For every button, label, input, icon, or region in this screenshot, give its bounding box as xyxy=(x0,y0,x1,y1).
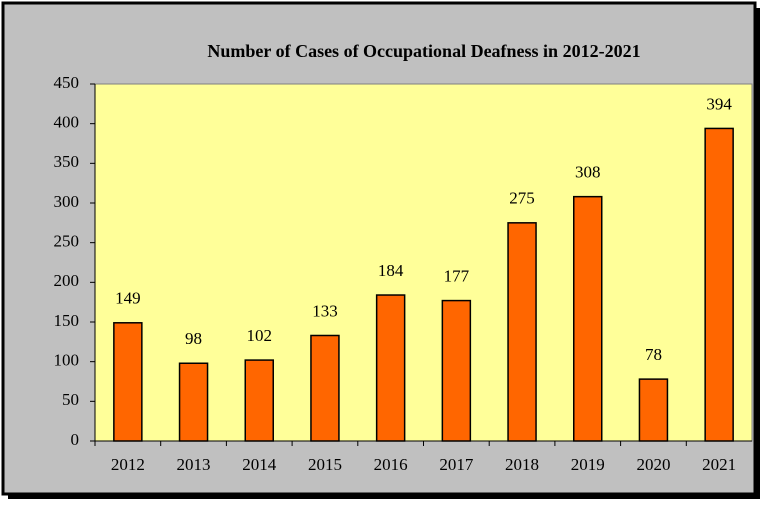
bar xyxy=(638,378,669,442)
y-tick-label: 200 xyxy=(54,271,80,290)
data-label: 133 xyxy=(312,301,338,320)
x-tick-label: 2017 xyxy=(439,455,474,474)
bar xyxy=(375,294,406,442)
bar xyxy=(244,359,274,442)
x-tick-label: 2020 xyxy=(636,455,670,474)
x-tick-label: 2016 xyxy=(374,455,408,474)
bar xyxy=(573,195,603,442)
x-tick-label: 2013 xyxy=(177,455,211,474)
y-tick-label: 50 xyxy=(62,390,79,409)
bar xyxy=(441,299,472,442)
y-tick-label: 0 xyxy=(71,430,80,449)
data-label: 184 xyxy=(378,261,404,280)
y-tick-label: 400 xyxy=(54,113,80,132)
data-label: 308 xyxy=(575,163,601,182)
x-tick-label: 2018 xyxy=(505,455,539,474)
data-label: 102 xyxy=(247,326,273,345)
x-tick-label: 2019 xyxy=(571,455,605,474)
x-tick-label: 2021 xyxy=(702,455,736,474)
bar xyxy=(704,127,734,442)
y-tick-label: 450 xyxy=(54,73,80,92)
data-label: 177 xyxy=(444,266,470,285)
data-label: 149 xyxy=(115,289,141,308)
bar xyxy=(113,322,143,442)
x-tick-label: 2015 xyxy=(308,455,342,474)
bar xyxy=(178,362,209,442)
data-label: 78 xyxy=(645,345,662,364)
y-tick-label: 100 xyxy=(54,351,80,370)
data-label: 98 xyxy=(185,329,202,348)
data-label: 394 xyxy=(706,94,732,113)
y-tick-label: 150 xyxy=(54,311,80,330)
data-label: 275 xyxy=(509,189,535,208)
x-tick-label: 2012 xyxy=(111,455,145,474)
chart-title: Number of Cases of Occupational Deafness… xyxy=(207,41,640,61)
x-tick-label: 2014 xyxy=(242,455,277,474)
bar xyxy=(310,334,340,442)
y-tick-label: 250 xyxy=(54,232,80,251)
y-tick-label: 300 xyxy=(54,192,80,211)
bar xyxy=(507,222,537,442)
y-tick-label: 350 xyxy=(54,152,80,171)
